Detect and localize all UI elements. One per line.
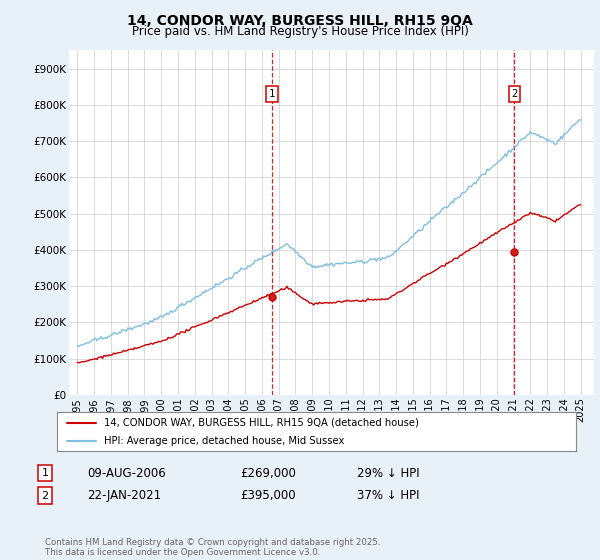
Text: HPI: Average price, detached house, Mid Sussex: HPI: Average price, detached house, Mid …	[104, 436, 344, 446]
Text: 1: 1	[41, 468, 49, 478]
Text: Price paid vs. HM Land Registry's House Price Index (HPI): Price paid vs. HM Land Registry's House …	[131, 25, 469, 38]
Text: 14, CONDOR WAY, BURGESS HILL, RH15 9QA (detached house): 14, CONDOR WAY, BURGESS HILL, RH15 9QA (…	[104, 418, 419, 428]
Text: £269,000: £269,000	[240, 466, 296, 480]
Text: 09-AUG-2006: 09-AUG-2006	[87, 466, 166, 480]
Text: 14, CONDOR WAY, BURGESS HILL, RH15 9QA: 14, CONDOR WAY, BURGESS HILL, RH15 9QA	[127, 14, 473, 28]
Text: 22-JAN-2021: 22-JAN-2021	[87, 489, 161, 502]
Text: 37% ↓ HPI: 37% ↓ HPI	[357, 489, 419, 502]
Text: 2: 2	[511, 89, 517, 99]
Text: Contains HM Land Registry data © Crown copyright and database right 2025.
This d: Contains HM Land Registry data © Crown c…	[45, 538, 380, 557]
Text: £395,000: £395,000	[240, 489, 296, 502]
Text: 1: 1	[269, 89, 275, 99]
Text: 29% ↓ HPI: 29% ↓ HPI	[357, 466, 419, 480]
Text: 2: 2	[41, 491, 49, 501]
